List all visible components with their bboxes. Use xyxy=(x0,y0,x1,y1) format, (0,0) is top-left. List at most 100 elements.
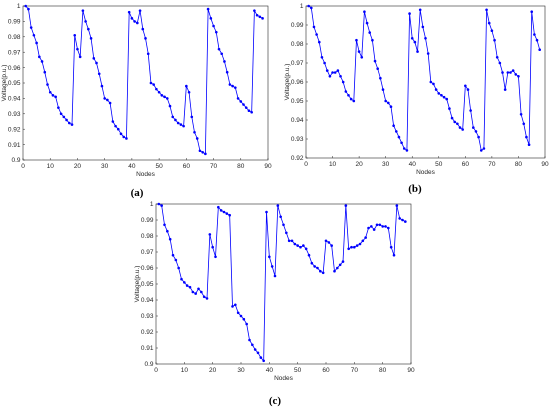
data-point xyxy=(46,83,49,86)
data-point xyxy=(222,210,226,214)
data-point xyxy=(228,213,231,217)
data-point xyxy=(456,122,459,126)
data-point xyxy=(538,48,541,51)
data-point xyxy=(119,132,123,136)
data-point xyxy=(397,135,401,139)
y-tick-label: 0.95 xyxy=(141,281,154,288)
data-point xyxy=(27,7,30,11)
data-point xyxy=(487,21,491,25)
data-point xyxy=(168,237,172,241)
data-point xyxy=(401,218,404,222)
data-point xyxy=(395,204,399,207)
data-point xyxy=(307,253,311,257)
data-point xyxy=(239,314,243,318)
data-point xyxy=(176,121,180,125)
data-point xyxy=(255,13,259,17)
x-tick-label: 90 xyxy=(407,367,415,374)
data-point xyxy=(73,33,77,37)
data-point xyxy=(341,260,345,263)
data-point xyxy=(357,50,361,53)
data-point xyxy=(149,81,153,85)
data-point xyxy=(185,284,189,287)
data-point xyxy=(29,26,33,29)
y-tick-label: 0.99 xyxy=(8,19,21,26)
data-point xyxy=(40,60,44,63)
data-point xyxy=(413,40,417,44)
y-tick-label: 0.96 xyxy=(141,265,154,272)
data-point xyxy=(381,88,385,91)
x-tick-label: 60 xyxy=(322,367,330,374)
data-point xyxy=(434,88,438,91)
y-tick-label: 0.9 xyxy=(144,361,153,368)
data-point xyxy=(373,59,377,63)
data-point xyxy=(353,245,356,249)
data-point xyxy=(477,135,480,139)
y-tick-label: 0.98 xyxy=(8,34,21,41)
data-point xyxy=(389,245,393,249)
data-point xyxy=(320,56,324,59)
data-point xyxy=(389,105,393,108)
x-tick-label: 40 xyxy=(128,163,136,170)
data-point xyxy=(205,297,209,300)
data-point xyxy=(319,269,322,273)
data-point xyxy=(242,317,246,321)
data-point xyxy=(244,106,248,109)
data-point xyxy=(65,118,68,122)
x-tick-label: 40 xyxy=(409,161,417,168)
data-point xyxy=(59,112,63,116)
data-point xyxy=(312,25,316,29)
y-tick-label: 0.9 xyxy=(11,157,20,164)
data-point xyxy=(302,244,305,247)
y-axis-label: Voltage(p.u.) xyxy=(134,266,141,303)
y-tick-label: 0.92 xyxy=(291,155,304,162)
data-point xyxy=(155,87,158,91)
y-tick-label: 0.94 xyxy=(8,96,21,103)
x-tick-label: 50 xyxy=(294,367,302,374)
data-point xyxy=(108,101,112,105)
data-point xyxy=(285,231,288,235)
data-point xyxy=(182,124,185,128)
data-point xyxy=(200,290,203,294)
data-point xyxy=(97,72,101,76)
data-point xyxy=(355,38,358,42)
data-point xyxy=(87,27,90,31)
data-point xyxy=(344,90,348,93)
data-point xyxy=(310,6,313,10)
x-tick-label: 60 xyxy=(462,161,470,168)
data-point xyxy=(136,21,139,25)
data-point xyxy=(248,338,251,342)
data-point xyxy=(251,343,254,347)
x-tick-label: 90 xyxy=(264,163,272,170)
data-point xyxy=(180,277,183,281)
y-tick-label: 0.94 xyxy=(291,117,304,124)
data-point xyxy=(372,228,376,231)
data-point xyxy=(231,84,234,88)
data-point xyxy=(331,71,334,74)
data-point xyxy=(330,244,333,247)
data-point xyxy=(197,287,200,291)
data-point xyxy=(363,10,366,13)
series-line xyxy=(158,203,406,362)
x-tick-label: 10 xyxy=(181,367,189,374)
data-point xyxy=(165,97,169,100)
data-point xyxy=(174,258,178,262)
data-point xyxy=(432,82,435,86)
data-point xyxy=(220,52,224,56)
data-point xyxy=(174,118,177,122)
data-point xyxy=(228,83,232,86)
data-point xyxy=(67,121,71,125)
data-point xyxy=(95,61,98,65)
data-point xyxy=(168,104,172,108)
data-point xyxy=(402,147,406,150)
data-point xyxy=(347,247,350,251)
data-point xyxy=(416,50,419,53)
x-tick-label: 70 xyxy=(351,367,359,374)
data-point xyxy=(341,80,345,84)
data-point xyxy=(38,55,41,59)
data-point xyxy=(116,127,120,131)
data-point xyxy=(310,261,314,265)
data-point xyxy=(270,265,274,268)
data-point xyxy=(338,263,342,267)
data-point xyxy=(498,61,502,65)
data-point xyxy=(350,245,353,249)
